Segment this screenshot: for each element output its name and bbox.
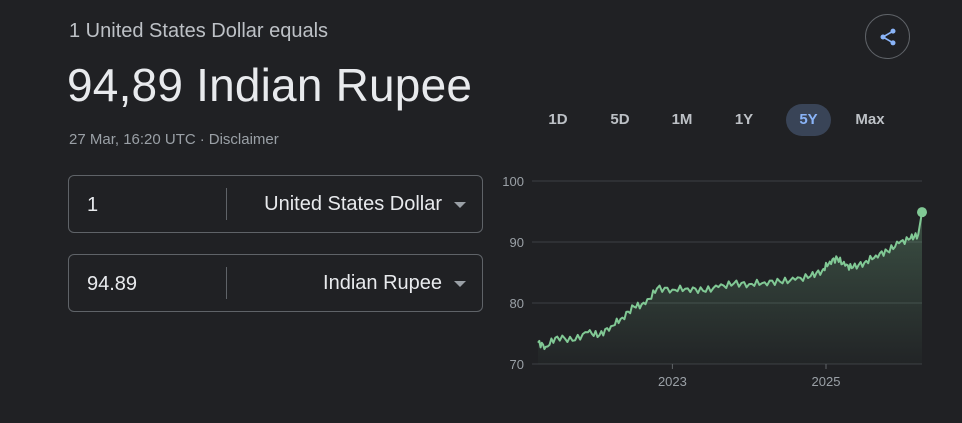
share-button[interactable] bbox=[865, 14, 910, 59]
y-tick-label: 70 bbox=[510, 357, 524, 372]
series-area bbox=[538, 212, 922, 364]
range-tab-1m[interactable]: 1M bbox=[671, 111, 693, 128]
converted-value: 94,89 Indian Rupee bbox=[67, 59, 473, 111]
field-divider bbox=[226, 188, 227, 220]
from-currency-row: 1 United States Dollar bbox=[68, 175, 483, 233]
from-currency-select[interactable]: United States Dollar bbox=[264, 193, 442, 215]
field-divider bbox=[226, 267, 227, 299]
range-tab-1y[interactable]: 1Y bbox=[734, 111, 754, 128]
chevron-down-icon[interactable] bbox=[454, 202, 466, 208]
y-tick-label: 90 bbox=[510, 235, 524, 250]
timestamp-line: 27 Mar, 16:20 UTC · Disclaimer bbox=[69, 131, 279, 148]
separator: · bbox=[199, 131, 205, 148]
range-tab-max[interactable]: Max bbox=[855, 111, 885, 128]
range-tab-5d[interactable]: 5D bbox=[610, 111, 630, 128]
x-tick-label: 2023 bbox=[658, 374, 687, 389]
from-amount-input[interactable]: 1 bbox=[87, 194, 99, 216]
to-amount-input[interactable]: 94.89 bbox=[87, 273, 138, 295]
latest-point bbox=[917, 207, 927, 218]
timestamp: 27 Mar, 16:20 UTC bbox=[69, 131, 196, 148]
y-tick-label: 100 bbox=[502, 174, 524, 189]
to-currency-select[interactable]: Indian Rupee bbox=[323, 272, 442, 294]
x-tick-label: 2025 bbox=[812, 374, 841, 389]
exchange-rate-chart: 100 90 80 70 2023 2025 bbox=[502, 174, 927, 389]
y-tick-label: 80 bbox=[510, 296, 524, 311]
chevron-down-icon[interactable] bbox=[454, 281, 466, 287]
disclaimer-link[interactable]: Disclaimer bbox=[208, 131, 279, 148]
share-icon bbox=[880, 28, 895, 45]
to-currency-row: 94.89 Indian Rupee bbox=[68, 254, 483, 312]
range-tab-5y[interactable]: 5Y bbox=[786, 104, 831, 136]
series-line bbox=[537, 212, 923, 351]
range-tab-1d[interactable]: 1D bbox=[548, 111, 568, 128]
conversion-header: 1 United States Dollar equals bbox=[69, 20, 329, 42]
